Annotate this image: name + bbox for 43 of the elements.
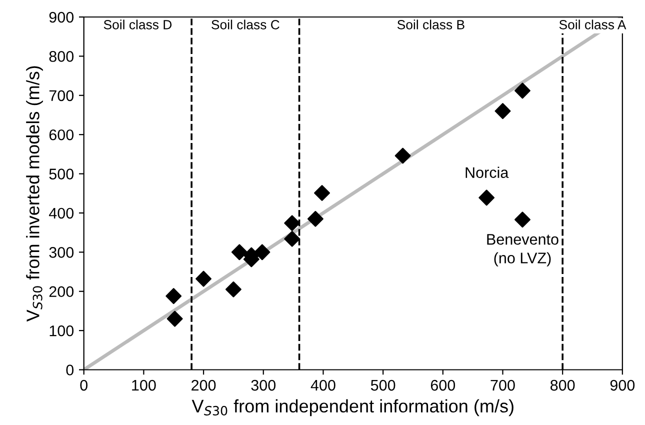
x-tick-label: 800 xyxy=(550,380,575,391)
x-tick-label: 600 xyxy=(430,380,456,391)
x-tick-label: 400 xyxy=(310,380,336,391)
point xyxy=(478,190,495,206)
annotation: Norcia xyxy=(466,166,509,178)
point xyxy=(514,82,530,99)
point xyxy=(196,270,212,287)
point xyxy=(231,244,248,260)
point xyxy=(394,148,411,164)
point xyxy=(166,288,182,304)
x-tick-label: 700 xyxy=(490,380,515,391)
point xyxy=(284,230,300,247)
annotation: Benevento (no LVZ) xyxy=(487,234,558,266)
x-tick-label: 0 xyxy=(80,380,88,391)
point xyxy=(307,210,324,227)
x-axis-title: V$_{S30}$ from independent information (m/s) xyxy=(192,399,514,416)
annotation: Soil class C xyxy=(212,20,280,30)
point xyxy=(494,103,511,120)
x-tick-label: 300 xyxy=(251,380,276,391)
x-tick-label: 500 xyxy=(370,380,396,391)
y-tick-label: 700 xyxy=(49,90,74,102)
y-tick-label: 100 xyxy=(50,325,74,336)
y-tick-label: 500 xyxy=(49,168,74,180)
y-tick-label: 800 xyxy=(49,51,74,62)
annotation: Soil class B xyxy=(397,20,464,30)
point xyxy=(284,215,300,232)
point xyxy=(254,244,270,260)
x-tick-label: 200 xyxy=(192,380,216,391)
point xyxy=(314,185,330,201)
y-tick-label: 0 xyxy=(66,364,74,376)
y-tick-label: 200 xyxy=(49,286,74,298)
annotation: Soil class D xyxy=(104,20,172,30)
annotation: Soil class A xyxy=(559,20,626,30)
point xyxy=(225,281,242,298)
point xyxy=(514,212,530,228)
x-tick-label: 900 xyxy=(610,380,635,391)
y-axis-title: V$_{S30}$ from inverted models (m/s) xyxy=(26,66,43,322)
point xyxy=(166,310,183,327)
y-tick-label: 600 xyxy=(49,129,74,140)
y-tick-label: 300 xyxy=(49,247,74,258)
y-tick-label: 900 xyxy=(49,12,74,23)
y-tick-label: 400 xyxy=(48,208,74,219)
x-tick-label: 100 xyxy=(132,380,156,391)
